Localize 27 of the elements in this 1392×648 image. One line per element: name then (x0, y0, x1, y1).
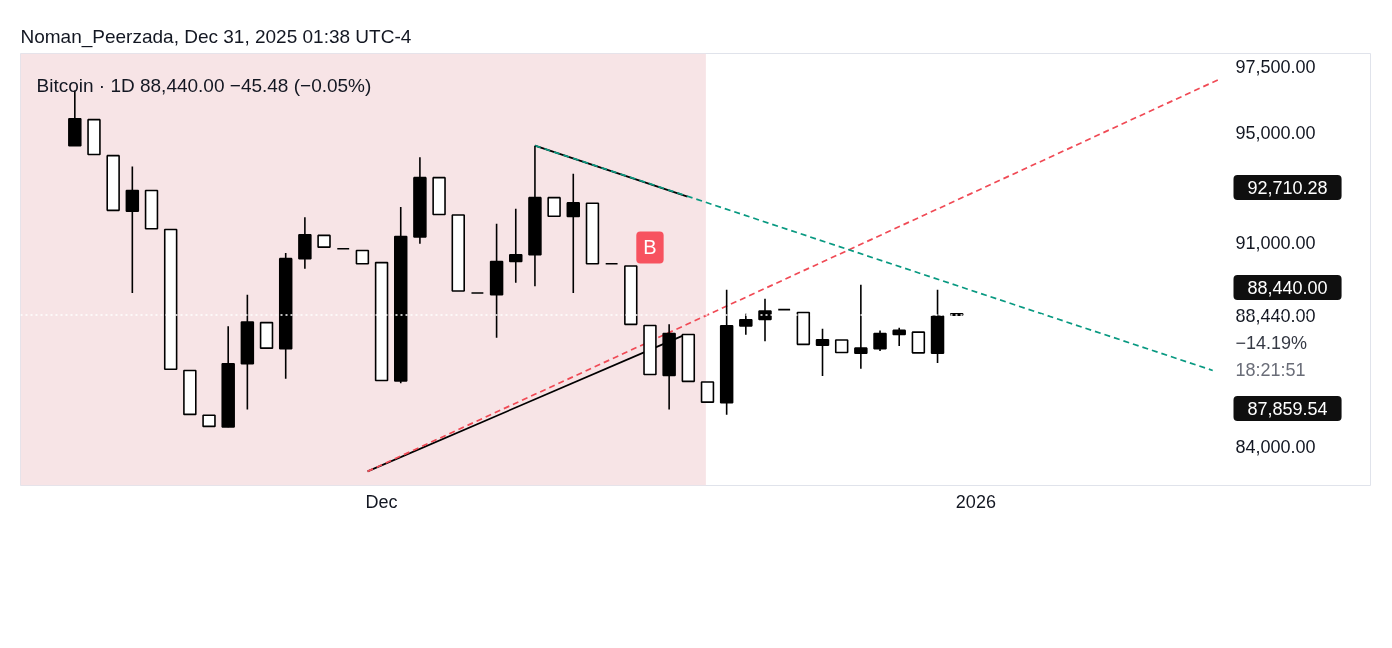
candlestick (566, 173, 581, 294)
candlestick (739, 312, 753, 336)
y-tick-label: 84,000.00 (1235, 436, 1316, 457)
candlestick (892, 327, 906, 347)
annotation: B (643, 236, 657, 259)
candlestick (547, 196, 561, 217)
x-tick-label: 2026 (955, 491, 996, 512)
annotation: 92,710.28 (1247, 178, 1328, 199)
text: Noman_Peerzada, Dec 31, 2025 01:38 UTC-4 (20, 25, 412, 48)
candlestick (298, 216, 312, 270)
x-tick-label: Dec (365, 491, 398, 512)
candlestick (758, 297, 772, 342)
candlestick (509, 207, 523, 284)
y-tick-label: 88,440.00 (1235, 305, 1316, 326)
candlestick (700, 381, 715, 403)
candlestick (125, 165, 140, 294)
y-tick-label: 95,000.00 (1235, 123, 1316, 144)
candlestick (815, 327, 830, 377)
candlestick (873, 329, 887, 352)
annotation: 18:21:51 (1235, 360, 1306, 381)
text: Bitcoin · 1D 88,440.00 −45.48 (−0.05%) (36, 75, 372, 96)
y-tick-label: 97,500.00 (1235, 57, 1316, 78)
annotation: −14.19% (1235, 332, 1308, 353)
y-tick-label: 91,000.00 (1235, 232, 1316, 253)
annotation: 87,859.54 (1247, 398, 1328, 419)
candlestick (911, 331, 926, 354)
candlestick (854, 283, 868, 370)
